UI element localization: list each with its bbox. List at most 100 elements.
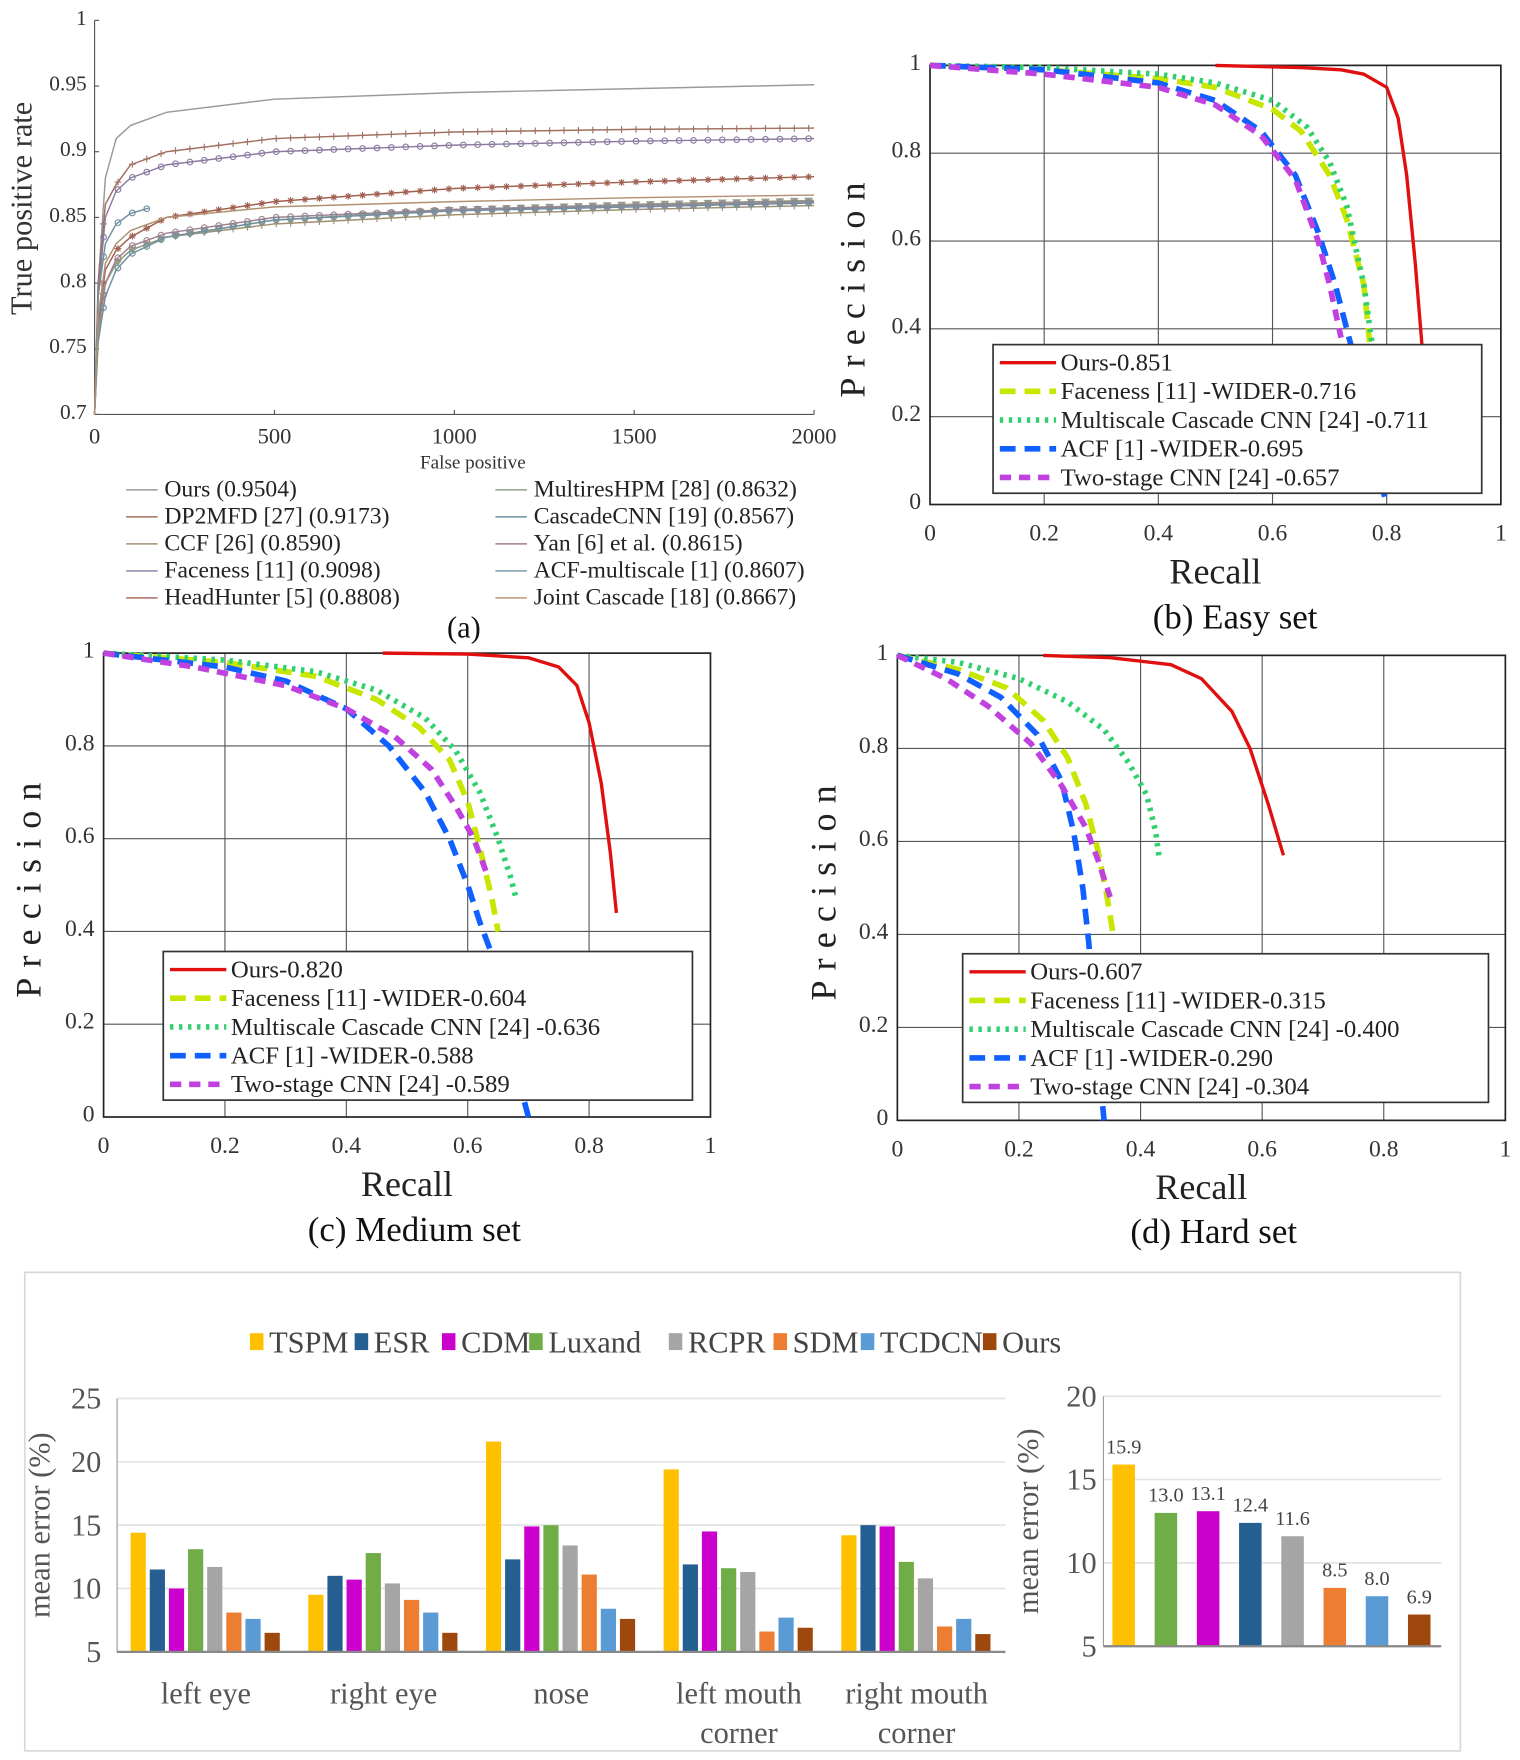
data-point <box>114 178 122 186</box>
series-line <box>929 62 1344 339</box>
data-point <box>618 138 625 145</box>
y-tick-label: 15 <box>1066 1463 1096 1497</box>
data-point <box>402 209 410 217</box>
series-line <box>93 204 815 415</box>
data-point <box>344 212 352 220</box>
y-tick-label: 0.2 <box>859 1012 889 1038</box>
x-tick-label: 0.8 <box>574 1133 604 1159</box>
x-tick-label: 1000 <box>432 424 477 449</box>
bar <box>797 1627 813 1652</box>
bar <box>682 1564 698 1652</box>
bar <box>403 1599 420 1652</box>
data-point <box>474 206 482 214</box>
category-label: left mouth <box>676 1677 802 1711</box>
x-tick-label: 0 <box>98 1133 110 1159</box>
data-point <box>373 190 381 198</box>
data-point <box>704 201 712 209</box>
data-point <box>560 205 568 212</box>
bar <box>327 1575 343 1652</box>
data-point <box>387 130 395 138</box>
legend-label: Faceness [11] -WIDER-0.716 <box>1061 378 1357 405</box>
data-point <box>316 146 323 154</box>
data-point <box>762 125 769 132</box>
legend-label: Ours-0.820 <box>231 956 343 983</box>
x-tick-label: 0 <box>89 424 100 449</box>
legend-label: Faceness [11] (0.9098) <box>164 558 380 584</box>
y-tick-label: 5 <box>86 1635 101 1669</box>
data-label: 8.0 <box>1364 1568 1389 1590</box>
data-point <box>272 216 280 224</box>
legend-label: Faceness [11] -WIDER-0.315 <box>1030 987 1326 1014</box>
data-point <box>431 208 438 216</box>
data-point <box>675 125 683 133</box>
data-point <box>632 137 640 145</box>
data-point <box>646 125 654 133</box>
bar <box>1281 1536 1304 1647</box>
data-point <box>733 201 741 209</box>
data-point <box>272 135 280 142</box>
y-tick-label: 0.4 <box>65 916 95 942</box>
data-point <box>704 136 712 144</box>
bar <box>207 1566 223 1652</box>
data-point <box>762 200 769 208</box>
data-point <box>215 155 223 162</box>
category-label: right eye <box>330 1677 437 1711</box>
data-point <box>776 200 784 208</box>
data-point <box>416 209 424 216</box>
data-point <box>186 226 194 234</box>
category-label: nose <box>533 1677 589 1711</box>
series-line <box>896 652 1113 899</box>
y-axis-label: Precision <box>9 772 49 997</box>
data-point <box>143 205 151 213</box>
data-point <box>431 186 438 194</box>
data-point <box>661 177 669 185</box>
data-point <box>100 279 107 287</box>
data-point <box>287 197 295 204</box>
x-axis-label: Recall <box>1155 1167 1247 1207</box>
panel-frame <box>23 1271 1462 1752</box>
data-point <box>603 138 611 146</box>
data-point <box>762 174 769 182</box>
data-point <box>718 136 726 144</box>
legend-label: Two-stage CNN [24] -0.304 <box>1030 1073 1309 1100</box>
y-tick-label: 0.85 <box>49 203 86 227</box>
data-point <box>632 178 640 186</box>
series-line <box>896 652 1116 935</box>
data-point <box>200 227 208 235</box>
data-point <box>373 209 381 217</box>
data-point <box>258 218 266 226</box>
data-point <box>747 136 755 143</box>
y-tick-label: 0.7 <box>60 400 87 424</box>
data-point <box>546 127 554 134</box>
bar <box>562 1545 578 1652</box>
data-point <box>517 182 525 190</box>
y-tick-label: 0.8 <box>891 138 921 164</box>
bar <box>975 1634 991 1652</box>
data-label: 13.0 <box>1148 1485 1183 1507</box>
data-point <box>762 135 769 143</box>
data-point <box>416 187 424 195</box>
x-tick-label: 0.6 <box>453 1133 483 1159</box>
data-point <box>143 155 151 163</box>
legend-swatch <box>773 1333 788 1351</box>
data-point <box>546 139 554 147</box>
data-point <box>704 125 712 133</box>
data-point <box>445 128 453 136</box>
data-point <box>675 202 683 210</box>
x-tick-label: 0.6 <box>1247 1136 1277 1162</box>
bar <box>1407 1614 1431 1647</box>
data-point <box>416 143 424 150</box>
category-label: corner <box>700 1716 778 1750</box>
y-tick-label: 0.75 <box>49 334 86 358</box>
data-point <box>661 137 669 145</box>
x-tick-label: 2000 <box>792 424 837 449</box>
data-point <box>200 208 208 216</box>
legend-label: Two-stage CNN [24] -0.657 <box>1061 464 1340 491</box>
series-line <box>93 83 815 415</box>
y-tick-label: 0.6 <box>891 226 921 252</box>
data-point <box>186 210 194 218</box>
bar <box>149 1569 165 1652</box>
legend-label: Multiscale Cascade CNN [24] -0.636 <box>231 1014 600 1041</box>
y-axis-label: Precision <box>833 172 873 397</box>
legend-label: CascadeCNN [19] (0.8567) <box>534 504 794 530</box>
